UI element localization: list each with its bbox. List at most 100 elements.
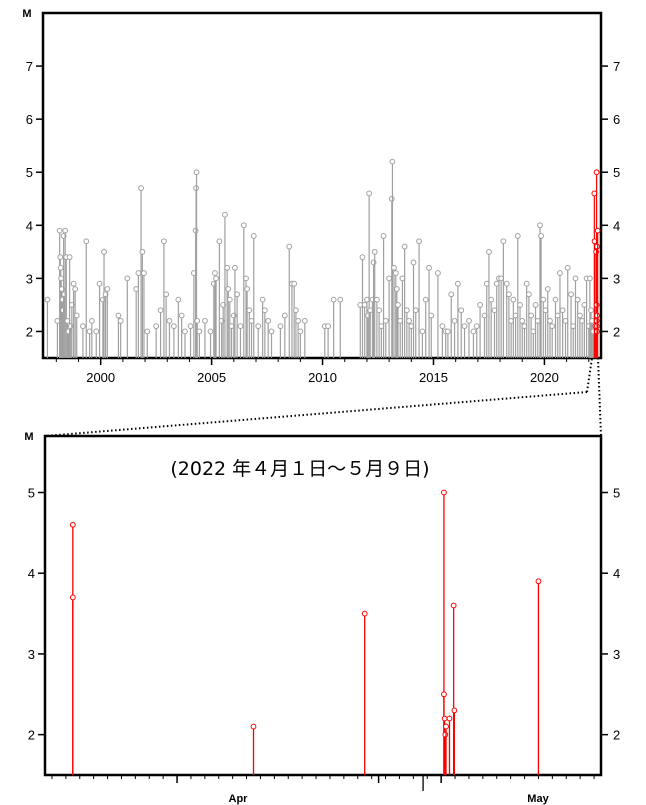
- stem-point: [389, 158, 396, 165]
- stem-point: [115, 312, 122, 319]
- stem-point: [519, 317, 526, 324]
- stem-point: [517, 302, 523, 308]
- stem-point: [587, 275, 593, 282]
- stem-point: [435, 270, 441, 276]
- stem-point: [428, 312, 435, 319]
- stem-point: [552, 296, 559, 303]
- stem-point: [416, 238, 422, 245]
- stem-point: [224, 264, 231, 271]
- stem-point: [293, 307, 299, 314]
- top-stem-chart: 2 2 3 3 4 4 5 5 6 6 7 7 M 2000 2005 2010 2015 2020: [22, 8, 620, 385]
- stem-point: [139, 248, 146, 255]
- stem-point: [255, 323, 262, 330]
- stem-point: [250, 723, 257, 730]
- stem-point: [559, 307, 566, 314]
- stem-point: [246, 307, 253, 314]
- stem-point: [443, 723, 449, 730]
- stem-point: [439, 323, 446, 330]
- stem-point: [225, 286, 232, 292]
- stem-point: [297, 328, 304, 335]
- stem-point: [141, 270, 147, 276]
- y-tick-label-left: 5: [26, 165, 33, 180]
- stem-point: [574, 296, 581, 303]
- y-tick-label-right: 3: [613, 647, 620, 662]
- x-tick-label: 2005: [197, 370, 226, 385]
- stem-point: [366, 190, 373, 197]
- stem-point: [406, 317, 412, 324]
- stem-point: [69, 594, 76, 601]
- stem-point: [451, 707, 458, 714]
- stem-point: [216, 238, 223, 245]
- stem-point: [57, 254, 64, 261]
- stem-point: [161, 238, 167, 245]
- stem-point: [422, 296, 429, 303]
- stem-point: [66, 254, 73, 261]
- stem-point: [441, 715, 448, 722]
- stem-point: [237, 323, 244, 330]
- stem-point: [157, 307, 164, 314]
- stem-point: [506, 291, 512, 298]
- stem-point: [500, 238, 507, 245]
- stem-point: [62, 227, 69, 234]
- stem-point: [392, 270, 399, 276]
- y-tick-label-right: 3: [613, 271, 620, 286]
- y-tick-label-left: 5: [28, 486, 35, 501]
- stem-point: [448, 291, 455, 298]
- stem-point: [207, 328, 214, 335]
- stem-point: [419, 328, 426, 335]
- stem-point: [93, 328, 100, 335]
- x-tick-label: 2020: [530, 370, 559, 385]
- stem-point: [213, 275, 219, 282]
- y-tick-label-right: 4: [613, 218, 620, 233]
- stem-point: [441, 489, 447, 496]
- zoom-line-left: [44, 391, 588, 437]
- stem-point: [426, 264, 432, 271]
- stem-point: [212, 270, 218, 276]
- stem-point: [473, 323, 480, 330]
- y-axis-label: M: [22, 8, 31, 20]
- stem-point: [514, 233, 521, 239]
- stem-point: [564, 264, 571, 271]
- stem-point: [277, 323, 284, 330]
- stem-point: [222, 211, 228, 218]
- y-tick-label-left: 2: [26, 324, 33, 339]
- stem-point: [286, 243, 293, 250]
- stem-point: [361, 610, 368, 617]
- stem-point: [330, 296, 337, 303]
- y-tick-label-left: 7: [26, 59, 33, 74]
- stem-point: [234, 291, 241, 298]
- stem-point: [451, 317, 458, 324]
- stem-point: [301, 317, 308, 324]
- stem-point: [547, 317, 553, 324]
- stem-point: [412, 307, 419, 314]
- stem-point: [393, 286, 400, 292]
- y-tick-label-right: 2: [613, 324, 620, 339]
- stem-point: [178, 312, 185, 319]
- stem-point: [138, 185, 144, 192]
- stem-point: [572, 275, 579, 282]
- stem-point: [376, 307, 383, 314]
- stem-point: [163, 291, 170, 298]
- y-tick-label-left: 4: [28, 566, 35, 581]
- stem-point: [445, 328, 451, 335]
- stem-point: [243, 275, 249, 282]
- stem-point: [291, 280, 298, 287]
- month-label-apr: Apr: [229, 793, 249, 805]
- stem-point: [70, 280, 77, 287]
- stem-point: [594, 243, 600, 250]
- stem-point: [144, 328, 151, 335]
- stem-point: [83, 238, 90, 245]
- stem-point: [171, 323, 177, 330]
- stem-point: [166, 317, 173, 324]
- stem-point: [523, 280, 530, 287]
- stem-point: [391, 264, 397, 271]
- stem-point: [557, 270, 563, 276]
- stem-point: [371, 248, 378, 255]
- stem-point: [58, 275, 65, 282]
- stem-point: [56, 227, 63, 234]
- y-tick-label-left: 4: [26, 218, 33, 233]
- stem-point: [232, 264, 238, 271]
- stem-point: [461, 323, 468, 330]
- stem-point: [466, 317, 472, 324]
